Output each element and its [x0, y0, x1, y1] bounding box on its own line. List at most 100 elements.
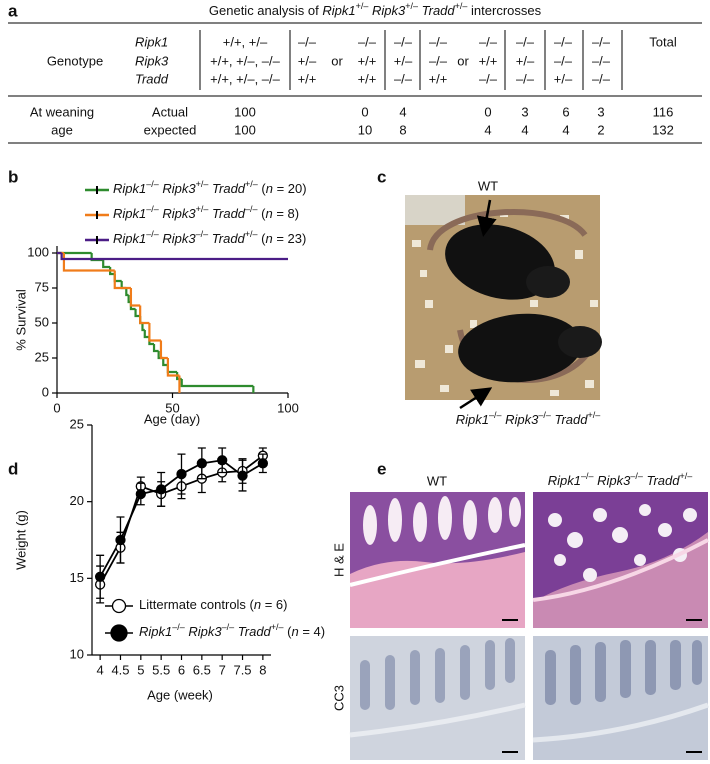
x-tick-label: 5	[137, 662, 144, 677]
survival-step	[113, 270, 131, 290]
data-point	[196, 458, 207, 469]
title-part: +/–	[405, 1, 418, 11]
gene-name: Ripk3	[135, 53, 169, 68]
survival-step	[129, 288, 141, 307]
text-run: +/–	[245, 229, 258, 239]
genotype: –/–	[516, 71, 535, 86]
count: 0	[484, 104, 491, 119]
survival-step	[134, 309, 141, 318]
genotype: –/–	[479, 71, 498, 86]
text-run: (	[258, 206, 267, 221]
count: 8	[399, 122, 406, 137]
photo-label: WT	[478, 178, 498, 193]
title-part: +/–	[455, 1, 468, 11]
title-part: +/–	[356, 1, 369, 11]
survival-step	[139, 305, 150, 325]
genotype: –/–	[554, 53, 573, 68]
text-run: n	[266, 231, 273, 246]
text-run: +/–	[271, 622, 284, 632]
x-tick-label: 7.5	[233, 662, 251, 677]
genotype: +/+	[358, 71, 377, 86]
text-run: = 6)	[261, 597, 287, 612]
data-point	[115, 534, 126, 546]
title-part: Ripk3	[372, 3, 406, 18]
text-run: Tradd	[238, 624, 272, 639]
text-run: n	[266, 206, 273, 221]
histology-images	[349, 492, 709, 760]
y-tick-label: 15	[70, 570, 84, 585]
y-tick-label: 0	[42, 384, 49, 399]
legend-label: Littermate controls (n = 6)	[139, 597, 287, 612]
text-run: (	[284, 624, 293, 639]
text-run: n	[266, 181, 273, 196]
text-run: = 4)	[299, 624, 325, 639]
survival-step	[143, 330, 150, 339]
count: 100	[234, 122, 256, 137]
y-tick-label: 50	[35, 314, 49, 329]
count: 4	[521, 122, 528, 137]
text-run: (	[258, 231, 267, 246]
group-label: At weaning	[30, 104, 94, 119]
y-tick-label: 100	[27, 244, 49, 259]
x-tick-label: 6	[178, 662, 185, 677]
legend-label: Ripk1–/– Ripk3–/– Tradd+/– (n = 4)	[139, 622, 325, 639]
genotype: +/–	[298, 53, 317, 68]
text-run: Ripk1	[113, 231, 146, 246]
text-run: n	[254, 597, 261, 612]
x-tick-label: 5.5	[152, 662, 170, 677]
text-run: = 20)	[273, 181, 307, 196]
text-run: +/–	[588, 410, 601, 420]
row-label: CC3	[331, 685, 346, 711]
genotype: –/–	[394, 34, 413, 49]
y-tick-label: 25	[35, 349, 49, 364]
genotype: –/–	[592, 53, 611, 68]
text-run: Tradd	[212, 231, 246, 246]
count: 4	[399, 104, 406, 119]
count: 6	[562, 104, 569, 119]
text-run: Ripk1	[113, 206, 146, 221]
genotype: +/+, +/–, –/–	[210, 53, 281, 68]
legend-label: Ripk1–/– Ripk3+/– Tradd+/– (n = 20)	[113, 179, 307, 196]
x-tick-label: 7	[219, 662, 226, 677]
x-axis-title: Age (week)	[147, 687, 213, 702]
text-run: Ripk3	[188, 624, 222, 639]
title-part: Genetic analysis of	[209, 3, 319, 18]
genotype: –/–	[358, 34, 377, 49]
text-run: –/–	[489, 410, 502, 420]
genotype: –/–	[592, 71, 611, 86]
column-label: WT	[427, 473, 447, 488]
panel-label: a	[8, 1, 18, 20]
genotype: –/–	[516, 34, 535, 49]
text-run: –/–	[146, 204, 159, 214]
survival-step	[166, 365, 178, 374]
genotype: +/+	[298, 71, 317, 86]
count: 2	[597, 122, 604, 137]
text-run: Tradd	[212, 181, 246, 196]
genotype: +/+, +/–	[223, 34, 268, 49]
genotype-label: Genotype	[47, 53, 103, 68]
text-run: Tradd	[212, 206, 246, 221]
text-run: –/–	[146, 179, 159, 189]
total-label: Total	[649, 34, 677, 49]
text-run: –/–	[538, 410, 551, 420]
data-point	[135, 488, 146, 500]
text-run: Ripk3	[162, 181, 196, 196]
x-tick-label: 4.5	[111, 662, 129, 677]
photo-label: Ripk1–/– Ripk3–/– Tradd+/–	[456, 410, 601, 427]
text-run: Tradd	[647, 473, 681, 488]
text-run: –/–	[196, 229, 209, 239]
survival-step	[152, 344, 159, 353]
genotype: –/–	[479, 34, 498, 49]
text-run: +/–	[680, 471, 693, 481]
genotype: –/–	[554, 34, 573, 49]
title-part: Ripk1	[322, 3, 355, 18]
text-run: n	[292, 624, 299, 639]
text-run: –/–	[630, 471, 643, 481]
text-run: Ripk1	[113, 181, 146, 196]
text-run: Tradd	[555, 412, 589, 427]
genotype: +/+	[358, 53, 377, 68]
x-tick-label: 8	[259, 662, 266, 677]
panel-label: b	[8, 167, 18, 186]
x-axis-title: Age (day)	[144, 411, 200, 426]
survival-step	[180, 379, 254, 388]
